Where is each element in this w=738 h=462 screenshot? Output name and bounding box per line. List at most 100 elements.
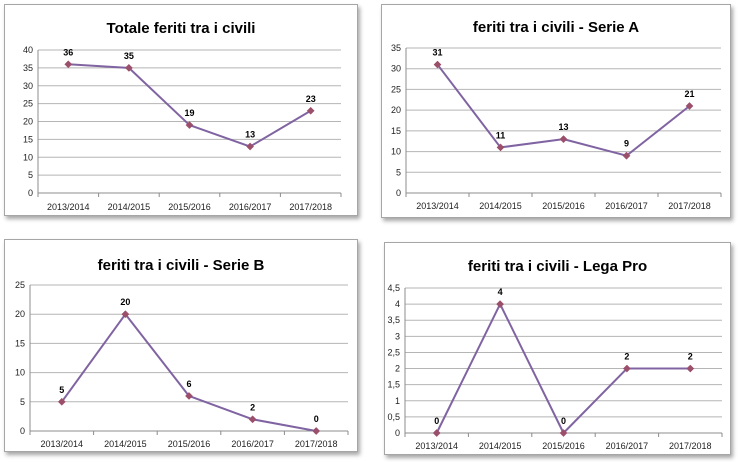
x-tick-label: 2016/2017 bbox=[605, 201, 648, 211]
data-point-marker bbox=[121, 310, 130, 319]
y-tick-label: 5 bbox=[28, 170, 33, 180]
x-tick-label: 2014/2015 bbox=[479, 201, 522, 211]
y-tick-label: 15 bbox=[391, 126, 401, 136]
data-label: 13 bbox=[245, 130, 255, 140]
y-tick-label: 4,5 bbox=[387, 283, 400, 293]
x-tick-label: 2013/2014 bbox=[416, 201, 459, 211]
data-point-marker bbox=[685, 102, 694, 110]
y-tick-label: 5 bbox=[396, 167, 401, 177]
data-point-marker bbox=[496, 300, 505, 309]
y-tick-label: 3 bbox=[395, 331, 400, 341]
x-tick-label: 2017/2018 bbox=[669, 441, 712, 451]
data-point-marker bbox=[622, 364, 631, 373]
chart-title: feriti tra i civili - Serie B bbox=[98, 257, 265, 274]
data-label: 2 bbox=[624, 352, 629, 362]
chart-title: Totale feriti tra i civili bbox=[107, 20, 256, 37]
data-label: 0 bbox=[314, 414, 319, 424]
data-label: 36 bbox=[63, 47, 73, 57]
data-label: 0 bbox=[561, 416, 566, 426]
chart-lega-pro-svg: feriti tra i civili - Lega Pro 0 0,5 1 1,5 2 2… bbox=[387, 258, 723, 451]
y-tick-label: 25 bbox=[15, 280, 25, 290]
y-tick-label: 2 bbox=[395, 364, 400, 374]
data-point-marker bbox=[312, 427, 321, 435]
series-line bbox=[68, 63, 312, 148]
data-point-marker bbox=[433, 60, 442, 69]
y-tick-label: 10 bbox=[15, 368, 25, 378]
data-point-marker bbox=[622, 151, 631, 160]
data-label: 2 bbox=[688, 352, 693, 362]
x-tick-label: 2016/2017 bbox=[606, 441, 649, 451]
x-tick-label: 2017/2018 bbox=[289, 202, 332, 212]
y-tick-label: 3,5 bbox=[387, 315, 400, 325]
data-point-marker bbox=[246, 142, 255, 151]
data-label: 2 bbox=[250, 402, 255, 412]
data-label: 9 bbox=[624, 139, 629, 149]
x-tick-label: 2014/2015 bbox=[104, 439, 147, 449]
y-tick-label: 40 bbox=[23, 45, 33, 55]
data-point-marker bbox=[64, 60, 73, 69]
y-tick-label: 35 bbox=[391, 43, 401, 53]
x-tick-label: 2013/2014 bbox=[415, 441, 458, 451]
data-label: 5 bbox=[59, 385, 64, 395]
y-tick-label: 15 bbox=[23, 134, 33, 144]
y-tick-label: 30 bbox=[391, 64, 401, 74]
y-tick-label: 4 bbox=[395, 299, 400, 309]
data-label: 21 bbox=[684, 89, 694, 99]
data-point-marker bbox=[248, 415, 257, 424]
data-label: 0 bbox=[434, 416, 439, 426]
y-tick-label: 1 bbox=[395, 396, 400, 406]
y-tick-label: 35 bbox=[23, 63, 33, 73]
y-tick-label: 10 bbox=[391, 147, 401, 157]
x-tick-label: 2013/2014 bbox=[47, 202, 90, 212]
chart-panel-totale: Totale feriti tra i civili 0 5 10 15 20 25 30 35… bbox=[4, 4, 358, 216]
data-point-marker bbox=[432, 429, 441, 437]
data-label: 35 bbox=[124, 51, 134, 61]
y-tick-label: 0,5 bbox=[387, 412, 400, 422]
chart-totale-svg: Totale feriti tra i civili 0 5 10 15 20 25 30 35… bbox=[23, 20, 342, 212]
data-point-marker bbox=[185, 392, 193, 400]
data-label: 19 bbox=[184, 108, 194, 118]
y-tick-label: 0 bbox=[395, 428, 400, 438]
y-tick-label: 1,5 bbox=[387, 380, 400, 390]
y-tick-label: 20 bbox=[23, 117, 33, 127]
y-tick-label: 30 bbox=[23, 81, 33, 91]
x-tick-label: 2016/2017 bbox=[231, 439, 274, 449]
x-tick-label: 2017/2018 bbox=[668, 201, 711, 211]
data-point-marker bbox=[124, 63, 133, 72]
chart-title: feriti tra i civili - Lega Pro bbox=[468, 258, 647, 275]
y-tick-label: 0 bbox=[20, 426, 25, 436]
chart-serie-b-svg: feriti tra i civili - Serie B05101520252… bbox=[15, 257, 349, 449]
data-label: 20 bbox=[120, 297, 130, 307]
data-label: 31 bbox=[432, 48, 442, 58]
x-tick-label: 2015/2016 bbox=[542, 441, 585, 451]
data-label: 23 bbox=[306, 94, 316, 104]
x-tick-label: 2015/2016 bbox=[168, 439, 211, 449]
data-point-marker bbox=[185, 121, 194, 130]
data-point-marker bbox=[496, 143, 505, 152]
data-point-marker bbox=[57, 397, 66, 406]
y-tick-label: 25 bbox=[391, 84, 401, 94]
y-tick-label: 5 bbox=[20, 397, 25, 407]
chart-panel-serie-b: feriti tra i civili - Serie B 0 5 10 15 20 25 2… bbox=[4, 239, 358, 452]
data-point-marker bbox=[686, 364, 695, 373]
y-tick-label: 15 bbox=[15, 338, 25, 348]
chart-panel-serie-a: feriti tra i civili - Serie A 0 5 10 15 20 25 3… bbox=[381, 4, 731, 218]
data-point-marker bbox=[559, 429, 568, 437]
chart-serie-a-svg: feriti tra i civili - Serie A 0 5 10 15 20 25 3… bbox=[391, 19, 722, 211]
x-tick-label: 2015/2016 bbox=[168, 202, 211, 212]
x-tick-label: 2015/2016 bbox=[542, 201, 585, 211]
y-tick-label: 0 bbox=[396, 188, 401, 198]
chart-title: feriti tra i civili - Serie A bbox=[473, 19, 639, 36]
data-label: 4 bbox=[498, 287, 503, 297]
x-tick-label: 2014/2015 bbox=[108, 202, 151, 212]
y-tick-label: 20 bbox=[391, 105, 401, 115]
data-point-marker bbox=[559, 135, 568, 144]
y-tick-label: 2,5 bbox=[387, 347, 400, 357]
data-point-marker bbox=[306, 106, 315, 115]
x-tick-label: 2016/2017 bbox=[229, 202, 272, 212]
y-tick-label: 20 bbox=[15, 309, 25, 319]
y-tick-label: 25 bbox=[23, 99, 33, 109]
x-tick-label: 2017/2018 bbox=[295, 439, 338, 449]
y-tick-label: 10 bbox=[23, 152, 33, 162]
data-label: 11 bbox=[496, 130, 506, 140]
